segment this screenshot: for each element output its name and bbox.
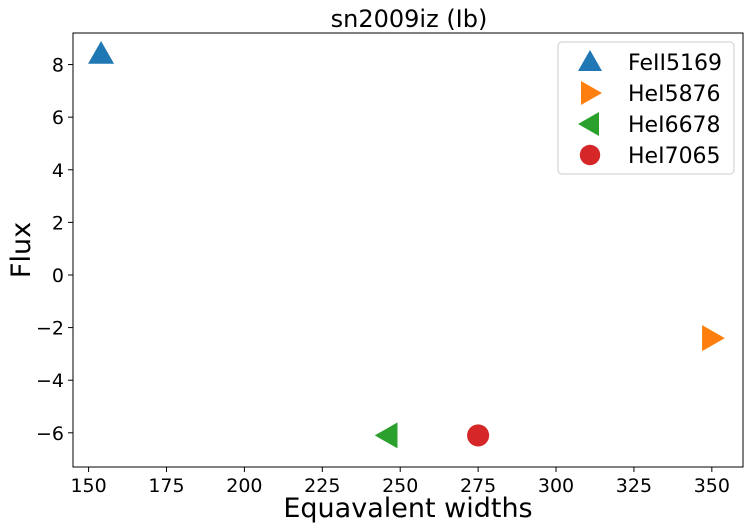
y-tick-label: −4 xyxy=(36,370,64,392)
legend-label: HeI5876 xyxy=(628,82,721,107)
x-tick-label: 350 xyxy=(694,475,730,497)
x-tick-label: 225 xyxy=(304,475,340,497)
plot-area xyxy=(72,32,744,468)
legend: FeII5169 HeI5876 HeI6678 HeI7065 xyxy=(557,41,735,175)
legend-label: FeII5169 xyxy=(628,51,722,76)
x-tick-label: 200 xyxy=(226,475,262,497)
legend-label: HeI7065 xyxy=(628,144,721,169)
y-tick-label: 0 xyxy=(52,265,64,287)
data-points xyxy=(88,41,725,449)
plot-frame xyxy=(72,32,744,468)
y-axis: −6 −4 −2 0 2 4 6 8 xyxy=(36,55,73,445)
x-axis-label: Equavalent widths xyxy=(283,493,532,524)
x-tick-label: 150 xyxy=(70,475,106,497)
data-point-hei5876 xyxy=(702,325,725,352)
x-tick-label: 325 xyxy=(616,475,652,497)
legend-marker xyxy=(578,112,599,136)
x-tick-label: 175 xyxy=(148,475,184,497)
data-point-hei7065 xyxy=(467,424,490,447)
legend-marker xyxy=(579,144,601,166)
data-point-feii5169 xyxy=(88,41,115,64)
y-tick-label: 6 xyxy=(52,107,64,129)
x-tick-label: 250 xyxy=(382,475,418,497)
y-tick-label: 2 xyxy=(52,212,64,234)
y-tick-label: 4 xyxy=(52,160,64,182)
chart-title: sn2009iz (Ib) xyxy=(331,5,488,33)
x-axis: 150 175 200 225 250 275 300 325 350 xyxy=(70,467,730,497)
x-tick-label: 300 xyxy=(538,475,574,497)
y-tick-label: −6 xyxy=(36,423,64,445)
legend-marker xyxy=(578,50,602,71)
y-axis-label: Flux xyxy=(6,222,37,278)
y-tick-label: −2 xyxy=(36,318,64,340)
legend-marker xyxy=(581,81,602,105)
x-tick-label: 275 xyxy=(460,475,496,497)
data-point-hei6678 xyxy=(374,422,398,449)
legend-label: HeI6678 xyxy=(628,113,721,138)
y-tick-label: 8 xyxy=(52,55,64,77)
legend-box xyxy=(557,41,735,175)
